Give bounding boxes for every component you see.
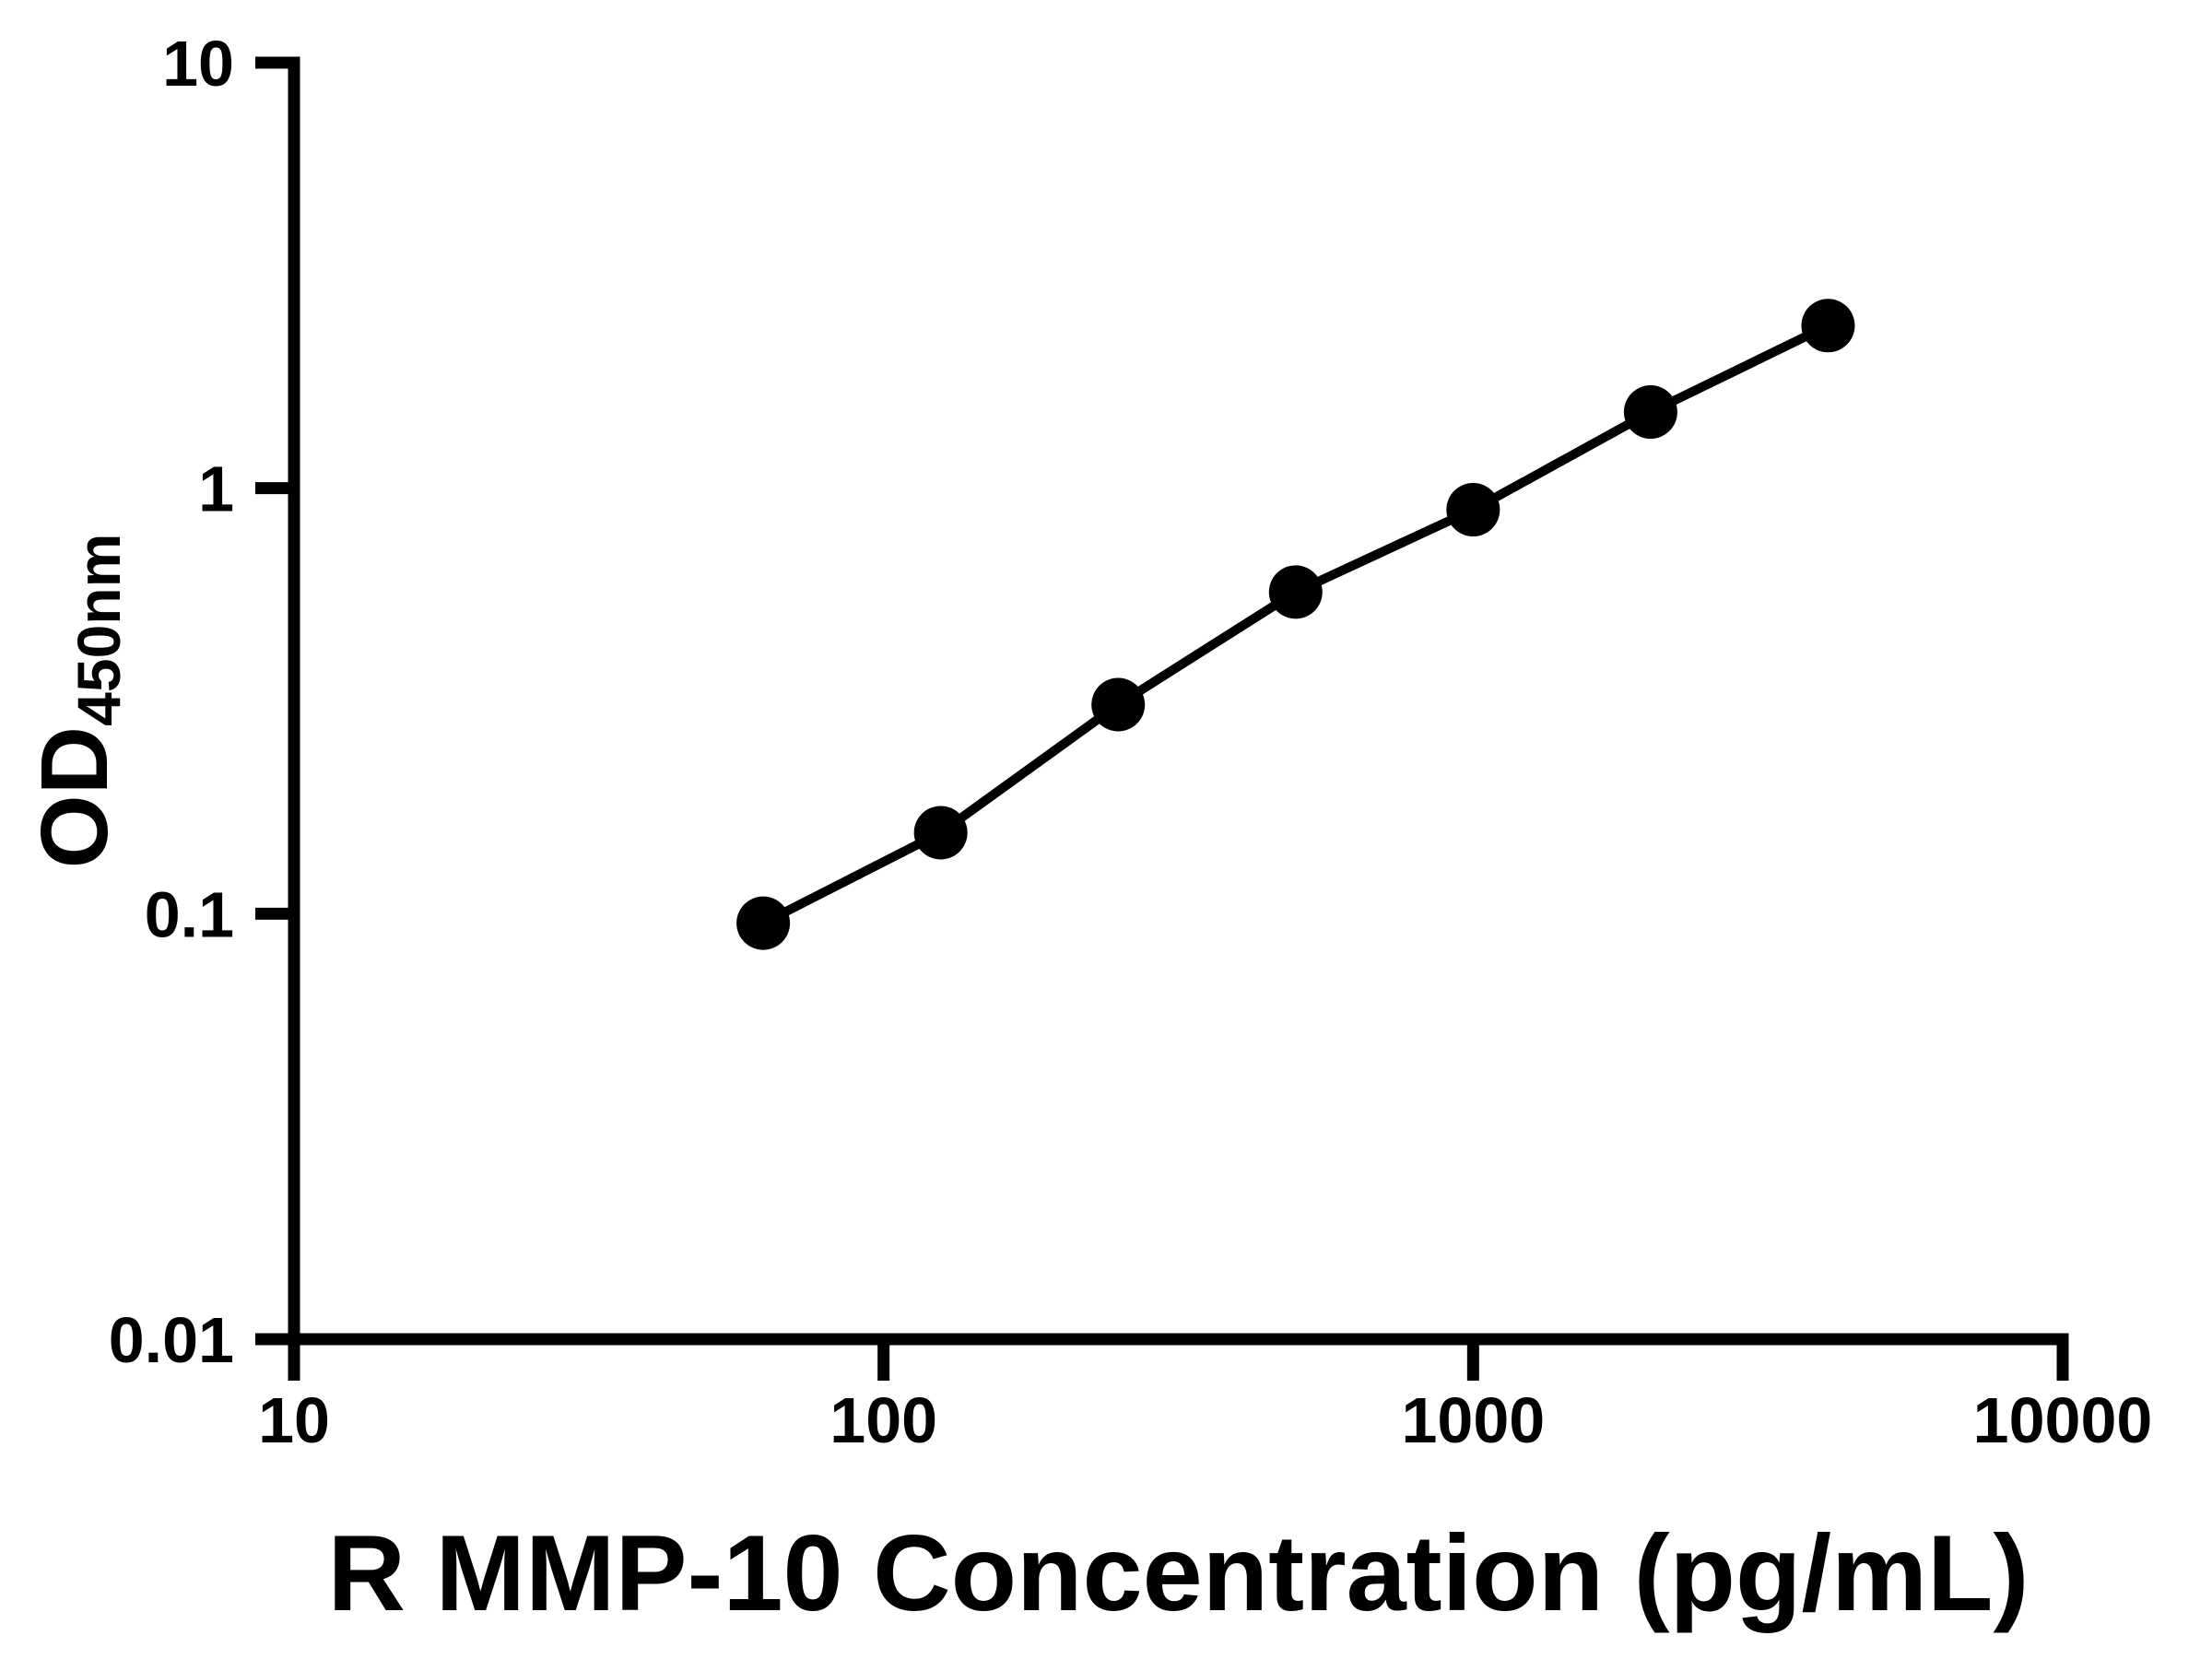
data-point-marker [736,896,791,950]
x-tick-label: 100 [830,1384,937,1456]
x-axis-title: R MMP-10 Concentration (pg/mL) [328,1512,2030,1633]
data-point-marker [1623,385,1677,440]
data-point-marker [1446,483,1500,537]
y-axis-title: OD450nm [21,534,133,869]
data-point-marker [1801,299,1855,353]
data-point-marker [913,806,968,860]
x-tick-label: 1000 [1401,1384,1545,1456]
x-tick-label: 10000 [1973,1384,2153,1456]
y-tick-label: 0.01 [109,1304,234,1376]
y-tick-label: 10 [162,28,234,100]
y-tick-label: 1 [198,453,234,525]
y-axis-title-subscript: 450nm [65,534,133,726]
data-point-marker [1091,677,1146,732]
y-tick-label: 0.1 [145,878,234,950]
x-tick-label: 10 [258,1384,330,1456]
data-point-marker [1268,565,1323,619]
y-axis-title-main: OD [21,726,127,869]
